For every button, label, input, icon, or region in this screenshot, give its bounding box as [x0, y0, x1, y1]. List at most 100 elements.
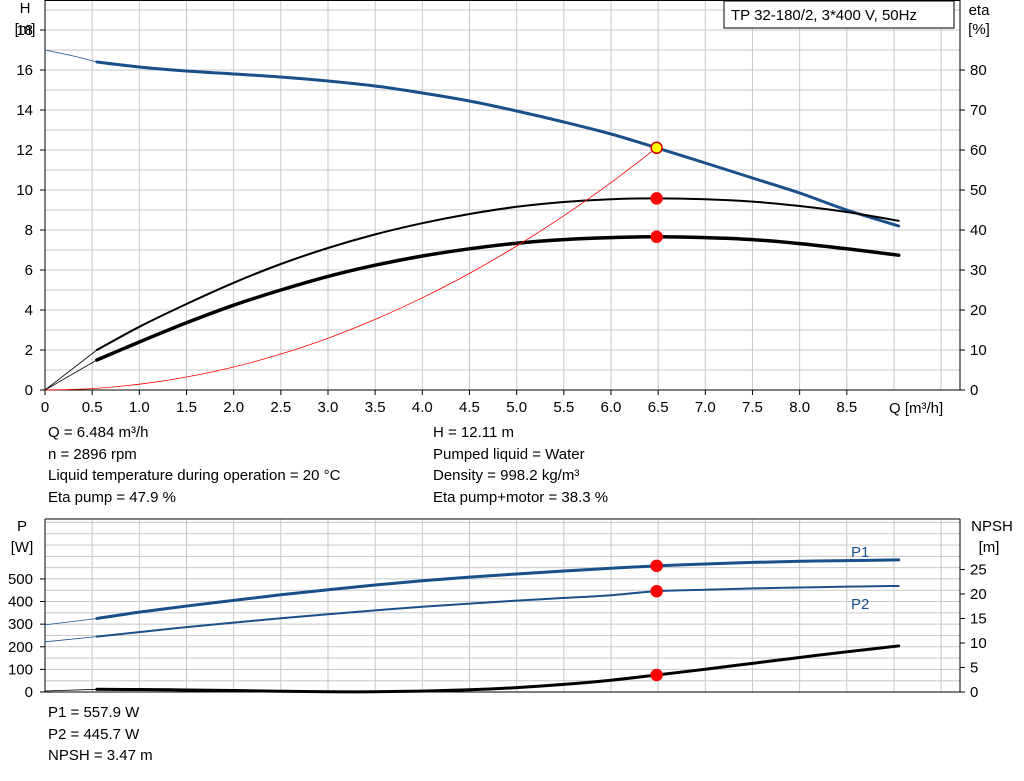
head-tick-label: 14 — [16, 102, 33, 119]
flow-readout: Q = 6.484 m³/h — [48, 424, 149, 441]
operating-point-markers — [650, 141, 663, 682]
pumped-liquid-readout: Pumped liquid = Water — [433, 445, 585, 463]
head-tick-label: 10 — [16, 182, 33, 199]
head-tick-label: 6 — [25, 262, 33, 279]
x-tick-label: 0 — [41, 399, 49, 416]
power-tick-label: 500 — [8, 571, 33, 588]
x-tick-label: 3.5 — [365, 399, 386, 416]
curve-p2-extension — [44, 636, 98, 643]
x-tick-label: 6.5 — [648, 399, 669, 416]
x-tick-label: 4.5 — [459, 399, 480, 416]
npsh-tick-label: 0 — [970, 684, 978, 701]
liquid-temperature-readout: Liquid temperature during operation = 20… — [48, 467, 341, 484]
head-tick-label: 8 — [25, 222, 33, 239]
curve-eta-pump — [95, 197, 900, 351]
operating-point-info-right: H = 12.11 m Pumped liquid = Water Densit… — [433, 422, 608, 508]
npsh-tick-label: 20 — [970, 586, 987, 603]
operating-point-marker — [650, 559, 663, 573]
eta-pump-motor-readout: Eta pump+motor = 38.3 % — [433, 488, 609, 506]
power-left-axis-label: P — [17, 518, 27, 535]
series-label-p1: P1 — [851, 544, 869, 561]
main-plot-curves — [44, 49, 901, 391]
npsh-tick-label: 10 — [970, 635, 987, 652]
power-plot-curves — [44, 558, 901, 694]
operating-point-marker — [650, 668, 663, 682]
curve-eta-extension — [44, 349, 98, 391]
p2-readout: P2 = 445.7 W — [48, 725, 140, 743]
power-tick-label: 0 — [25, 684, 33, 701]
eta-tick-label: 70 — [970, 102, 987, 119]
head-tick-label: 0 — [25, 382, 33, 399]
curve-eta-motor-extension — [44, 359, 98, 391]
x-tick-label: 6.0 — [601, 399, 622, 416]
main-right-axis-unit: [%] — [968, 21, 990, 38]
eta-tick-label: 10 — [970, 342, 987, 359]
npsh-tick-label: 25 — [970, 561, 987, 578]
main-left-axis-label: H — [20, 0, 31, 17]
operating-point-marker — [650, 192, 663, 205]
npsh-tick-label: 15 — [970, 610, 987, 627]
eta-tick-label: 60 — [970, 142, 987, 159]
npsh-axis-unit: [m] — [979, 539, 1000, 556]
operating-point-marker — [650, 141, 663, 155]
head-tick-label: 16 — [16, 62, 33, 79]
eta-tick-label: 40 — [970, 222, 987, 239]
x-tick-label: 0.5 — [82, 399, 103, 416]
x-axis-label: Q [m³/h] — [889, 400, 943, 417]
power-plot-grid — [45, 519, 960, 692]
npsh-readout: NPSH = 3.47 m — [48, 747, 153, 764]
curve-system-curve — [44, 147, 658, 391]
power-tick-label: 100 — [8, 661, 33, 678]
speed-readout: n = 2896 rpm — [48, 445, 137, 463]
curve-npsh — [95, 644, 901, 694]
power-tick-label: 400 — [8, 594, 33, 611]
curve-head — [95, 60, 901, 228]
power-left-axis-unit: [W] — [11, 539, 34, 556]
operating-point-marker — [650, 584, 663, 598]
x-tick-label: 8.0 — [789, 399, 810, 416]
main-plot-frame — [44, 0, 961, 391]
eta-pump-readout: Eta pump = 47.9 % — [48, 488, 176, 506]
curve-eta-pump-motor — [95, 235, 901, 362]
head-tick-label: 4 — [25, 302, 33, 319]
power-plot-frame — [44, 518, 961, 693]
x-tick-label: 7.5 — [742, 399, 763, 416]
head-tick-label: 2 — [25, 342, 33, 359]
main-plot-grid — [45, 0, 960, 390]
x-tick-label: 1.0 — [129, 399, 150, 416]
x-tick-label: 1.5 — [176, 399, 197, 416]
curve-p1-extension — [44, 618, 98, 626]
main-left-axis-unit: [m] — [15, 21, 36, 38]
x-tick-label: 2.0 — [223, 399, 244, 416]
eta-tick-label: 0 — [970, 382, 978, 399]
x-tick-label: 8.5 — [836, 399, 857, 416]
curve-head-extension — [44, 49, 98, 63]
power-tick-label: 200 — [8, 639, 33, 656]
x-tick-label: 4.0 — [412, 399, 433, 416]
eta-tick-label: 30 — [970, 262, 987, 279]
density-readout: Density = 998.2 kg/m³ — [433, 467, 580, 484]
operating-point-info-left: Q = 6.484 m³/h n = 2896 rpm Liquid tempe… — [48, 422, 340, 508]
axis-tick-labels: 0 0.5 1.0 1.5 2.0 2.5 3.0 3.5 4.0 4.5 5.0 5.5 6.0 6.5… — [8, 22, 987, 701]
operating-point-marker — [650, 230, 663, 244]
eta-tick-label: 20 — [970, 302, 987, 319]
series-label-p2: P2 — [851, 596, 869, 613]
curve-npsh-extension — [44, 688, 98, 692]
power-tick-label: 300 — [8, 616, 33, 633]
pump-title: TP 32-180/2, 3*400 V, 50Hz — [731, 7, 917, 24]
x-tick-label: 3.0 — [318, 399, 339, 416]
head-readout: H = 12.11 m — [433, 424, 515, 441]
p1-readout: P1 = 557.9 W — [48, 704, 140, 721]
npsh-axis-label: NPSH — [971, 518, 1013, 535]
pump-title-box — [723, 0, 955, 29]
x-tick-label: 5.0 — [506, 399, 527, 416]
eta-tick-label: 80 — [970, 62, 987, 79]
eta-tick-label: 50 — [970, 182, 987, 199]
power-info: P1 = 557.9 W P2 = 445.7 W NPSH = 3.47 m — [48, 702, 153, 767]
head-tick-label: 18 — [16, 22, 33, 39]
curve-series-p1 — [95, 558, 901, 621]
curve-series-p2 — [95, 584, 900, 638]
main-right-axis-label: eta — [969, 2, 991, 19]
head-tick-label: 12 — [16, 142, 33, 159]
